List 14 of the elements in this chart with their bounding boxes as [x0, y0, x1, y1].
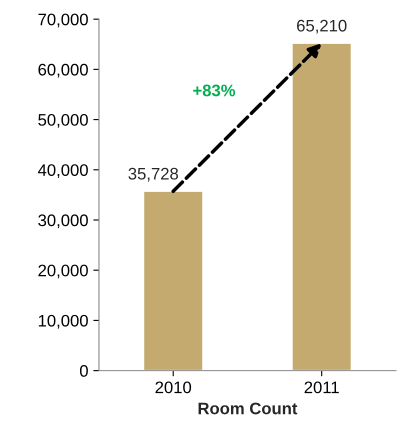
y-tick-label: 30,000	[38, 214, 88, 228]
data-label: 65,210	[297, 20, 347, 34]
x-axis-title: Room Count	[198, 402, 298, 414]
annotation: +83%	[193, 84, 236, 96]
y-tick-label: 70,000	[38, 14, 88, 28]
y-tick-label: 60,000	[38, 64, 88, 78]
y-tick-label: 10,000	[38, 314, 88, 329]
y-tick-label: 50,000	[38, 114, 88, 128]
x-tick-label: 2011	[304, 381, 339, 394]
y-tick-label: 20,000	[38, 264, 88, 278]
y-tick-label: 40,000	[38, 164, 88, 178]
x-tick-label: 2010	[156, 381, 192, 394]
y-tick-label: 0	[80, 365, 88, 377]
data-label: 35,728	[128, 168, 178, 182]
